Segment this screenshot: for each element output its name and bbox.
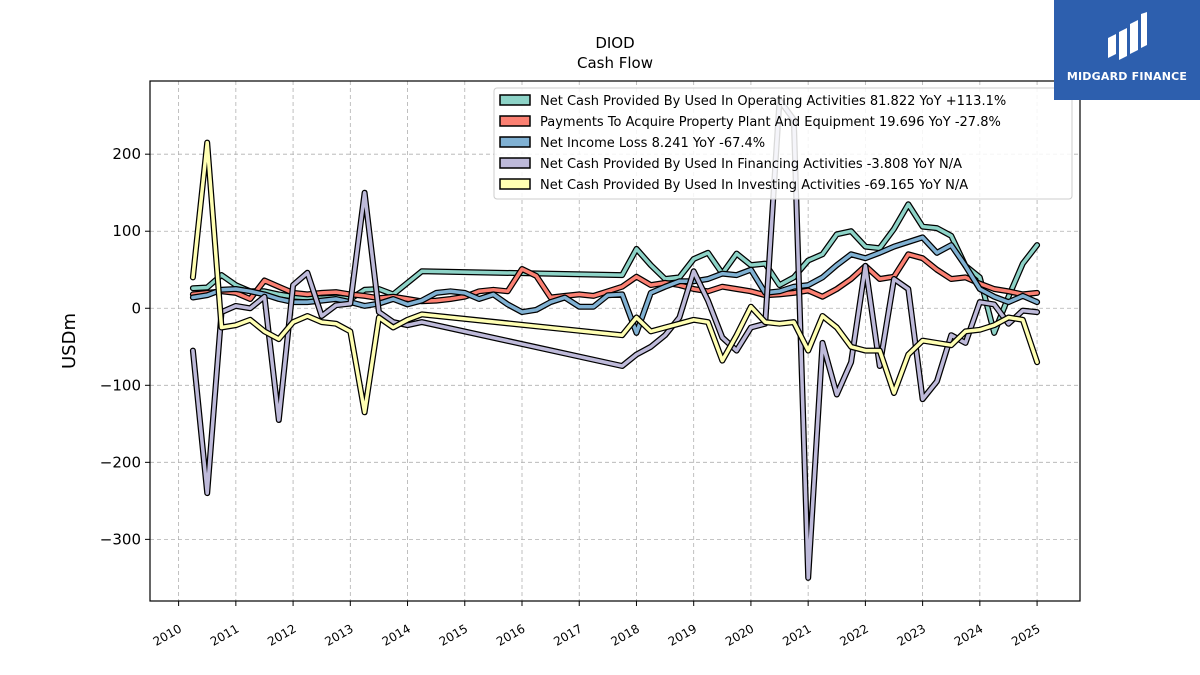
y-tick-label: 200	[112, 145, 141, 163]
x-tick-label: 2024	[952, 621, 985, 648]
legend-label: Net Cash Provided By Used In Financing A…	[540, 157, 962, 172]
x-tick-label: 2019	[666, 621, 699, 648]
x-tick-label: 2021	[780, 621, 813, 648]
chart-subtitle: Cash Flow	[577, 54, 653, 72]
x-tick-label: 2022	[837, 621, 870, 648]
series-line	[191, 202, 1039, 335]
x-tick-label: 2015	[437, 621, 470, 648]
series-line	[191, 252, 1039, 304]
legend-swatch	[499, 94, 531, 106]
x-tick-label: 2010	[151, 621, 184, 648]
x-tick-label: 2025	[1009, 621, 1042, 648]
x-tick-label: 2023	[895, 621, 928, 648]
legend-label: Net Cash Provided By Used In Investing A…	[540, 178, 968, 193]
y-axis-label: USDm	[59, 313, 80, 369]
legend: Net Cash Provided By Used In Operating A…	[493, 87, 1073, 200]
legend-swatch	[499, 115, 531, 127]
x-tick-label: 2017	[551, 621, 584, 648]
legend-swatch	[499, 178, 531, 190]
legend-label: Net Income Loss 8.241 YoY -67.4%	[540, 136, 765, 151]
midgard-logo-icon	[1108, 12, 1147, 60]
x-tick-label: 2014	[380, 621, 413, 648]
series-line	[191, 98, 1039, 580]
y-tick-label: 0	[131, 299, 141, 317]
chart-title: DIOD	[595, 34, 634, 52]
legend-swatch	[499, 136, 531, 148]
x-tick-label: 2018	[609, 621, 642, 648]
legend-swatch	[499, 157, 531, 169]
y-tick-label: −200	[100, 453, 141, 471]
x-tick-label: 2013	[322, 621, 355, 648]
logo-text: MIDGARD FINANCE	[1066, 70, 1188, 83]
y-tick-label: 100	[112, 222, 141, 240]
series-lines	[189, 97, 1041, 581]
midgard-finance-logo: MIDGARD FINANCE	[1054, 0, 1200, 100]
legend-label: Net Cash Provided By Used In Operating A…	[540, 94, 1006, 109]
legend-label: Payments To Acquire Property Plant And E…	[540, 115, 1001, 130]
series-line	[191, 140, 1039, 415]
x-tick-label: 2016	[494, 621, 527, 648]
y-tick-label: −300	[100, 530, 141, 548]
y-tick-label: −100	[100, 376, 141, 394]
x-tick-label: 2020	[723, 621, 756, 648]
x-tick-label: 2012	[265, 621, 298, 648]
x-tick-label: 2011	[208, 621, 241, 648]
plot-frame	[149, 80, 1081, 602]
series-line	[191, 235, 1039, 335]
legend-box	[493, 87, 1073, 200]
